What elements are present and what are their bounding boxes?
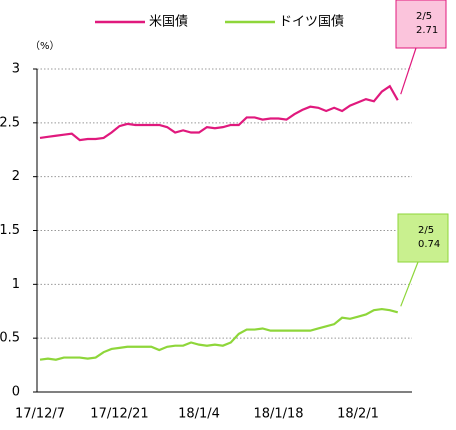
- x-tick-label: 17/12/21: [90, 407, 148, 422]
- x-tick-label: 17/12/7: [15, 407, 65, 422]
- series-line: [39, 307, 399, 361]
- y-tick-label: 3: [12, 62, 20, 77]
- y-tick-label: 0: [12, 385, 20, 400]
- x-tick-label: 18/2/1: [337, 407, 379, 422]
- y-tick-label: 2: [12, 169, 20, 184]
- callout-value: 0.74: [418, 239, 440, 250]
- y-tick-label: 1.5: [0, 223, 20, 238]
- callout-box: [397, 213, 449, 263]
- legend-label: 米国債: [149, 15, 188, 30]
- legend-label: ドイツ国債: [279, 15, 344, 30]
- y-tick-label: 0.5: [0, 331, 20, 346]
- callout-value: 2.71: [416, 25, 438, 36]
- y-tick-label: 1: [12, 277, 20, 292]
- y-axis-label: （%）: [30, 40, 60, 52]
- series-line: [39, 84, 399, 142]
- x-tick-label: 18/1/4: [178, 407, 220, 422]
- callout-pointer: [400, 261, 419, 307]
- x-tick-label: 18/1/18: [253, 407, 303, 422]
- callout-pointer: [400, 47, 417, 95]
- callout-box: [395, 0, 447, 49]
- y-tick-label: 2.5: [0, 115, 20, 130]
- callout-date: 2/5: [416, 11, 432, 22]
- callout-date: 2/5: [418, 225, 434, 236]
